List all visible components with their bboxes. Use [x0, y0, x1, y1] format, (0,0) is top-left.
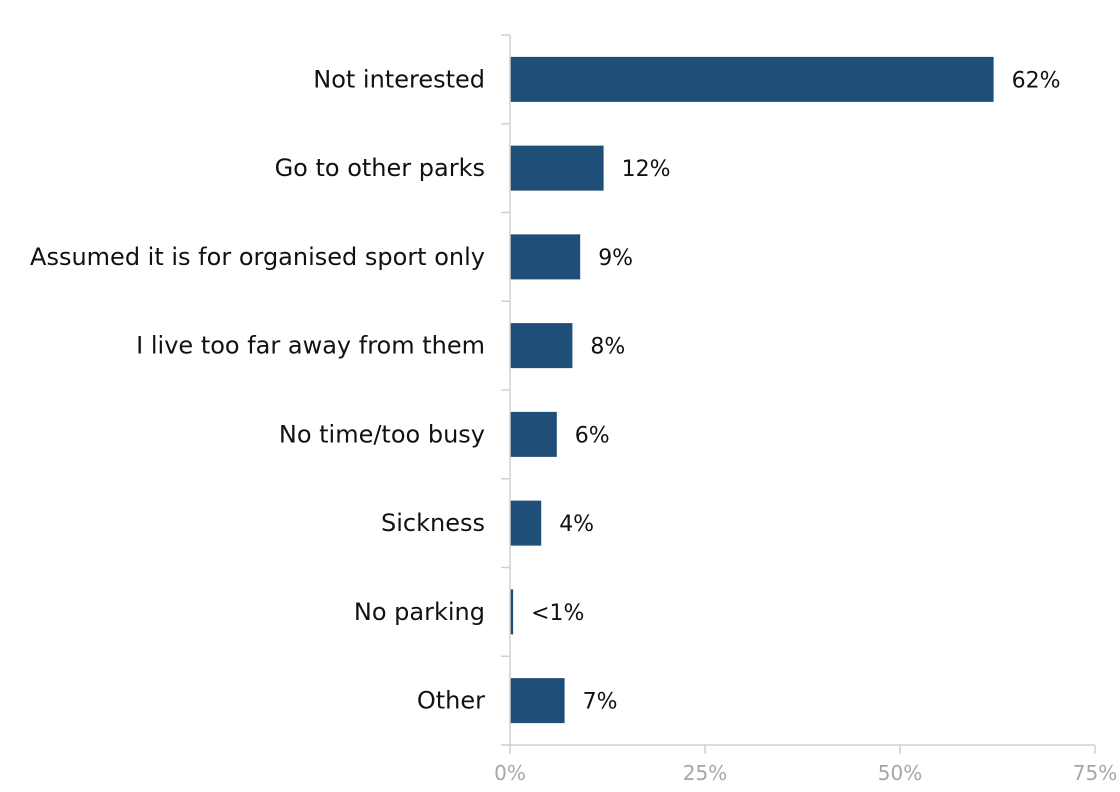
x-axis-ticks: 0% 25% 50% 75% — [494, 745, 1117, 785]
data-label: 4% — [559, 512, 594, 537]
category-label: I live too far away from them — [136, 332, 485, 360]
bar-assumed-it-is-for-organised-sport-only — [510, 234, 581, 280]
x-tick-label: 75% — [1073, 761, 1117, 785]
bar-no-time-too-busy — [510, 411, 557, 457]
bar-i-live-too-far-away-from-them — [510, 323, 573, 369]
data-label: 9% — [598, 246, 633, 271]
category-labels: Not interested Go to other parks Assumed i… — [30, 65, 485, 714]
data-label: <1% — [531, 601, 584, 626]
category-label: No parking — [354, 598, 485, 626]
data-label: 8% — [590, 335, 625, 360]
category-label: Go to other parks — [275, 154, 485, 182]
x-tick-label: 50% — [878, 761, 922, 785]
bar-no-parking — [510, 589, 514, 635]
bar-other — [510, 678, 565, 724]
bar-go-to-other-parks — [510, 145, 604, 191]
x-tick-label: 0% — [494, 761, 526, 785]
data-label: 6% — [575, 423, 610, 448]
data-label: 7% — [583, 690, 618, 715]
category-label: Other — [417, 687, 485, 715]
x-tick-label: 25% — [683, 761, 727, 785]
bar-sickness — [510, 500, 542, 546]
bar-not-interested — [510, 56, 994, 102]
data-label: 62% — [1012, 68, 1061, 93]
category-label: Not interested — [313, 65, 485, 93]
category-label: Sickness — [381, 509, 485, 537]
data-label: 12% — [622, 157, 671, 182]
bars-group — [510, 56, 994, 724]
category-label: Assumed it is for organised sport only — [30, 243, 485, 271]
category-label: No time/too busy — [279, 420, 485, 448]
axes — [501, 34, 1095, 746]
data-labels: 62% 12% 9% 8% 6% 4% <1% 7% — [531, 68, 1060, 714]
